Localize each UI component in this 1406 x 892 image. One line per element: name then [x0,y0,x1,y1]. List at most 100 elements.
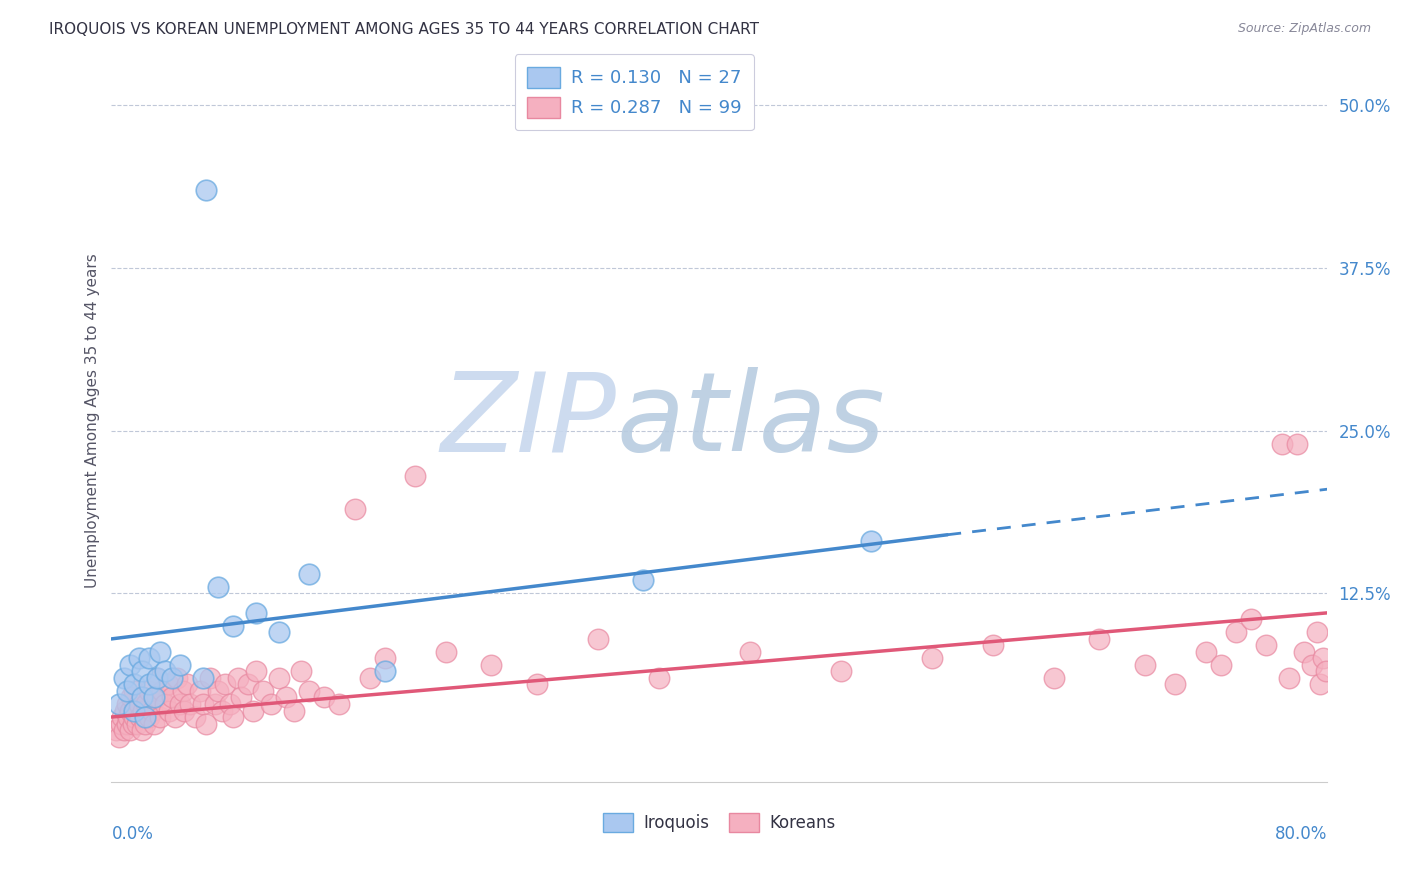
Point [222,710,245,724]
Point [132,704,155,718]
Point [184,710,207,724]
Point [111,710,134,724]
Point [298,684,321,698]
Point [122,684,145,698]
Point [1240,612,1263,626]
Point [121,716,143,731]
Point [129,710,152,724]
Point [260,697,283,711]
Point [128,697,150,711]
Point [359,671,381,685]
Point [157,704,180,718]
Point [150,684,173,698]
Point [207,684,229,698]
Point [245,665,267,679]
Point [122,710,145,724]
Point [146,671,169,685]
Point [134,716,156,731]
Point [122,704,145,718]
Point [222,619,245,633]
Point [131,723,153,737]
Point [1305,625,1327,640]
Point [374,665,396,679]
Point [141,704,163,718]
Point [118,704,141,718]
Point [138,684,160,698]
Point [526,677,548,691]
Point [860,534,883,549]
Point [128,651,150,665]
Point [118,657,141,672]
Point [981,639,1004,653]
Point [160,690,183,705]
Point [138,710,160,724]
Point [738,645,761,659]
Point [110,716,132,731]
Point [169,697,191,711]
Point [267,671,290,685]
Point [267,625,290,640]
Point [586,632,609,646]
Point [404,469,426,483]
Point [238,677,260,691]
Point [160,671,183,685]
Point [211,704,233,718]
Point [1309,677,1331,691]
Point [328,697,350,711]
Point [153,697,176,711]
Point [290,665,312,679]
Point [252,684,274,698]
Point [131,690,153,705]
Point [176,677,198,691]
Point [122,677,145,691]
Point [647,671,669,685]
Point [479,657,502,672]
Point [1088,632,1111,646]
Text: 0.0%: 0.0% [111,825,153,844]
Point [229,690,252,705]
Point [120,690,142,705]
Point [166,671,188,685]
Point [830,665,852,679]
Text: ZIP: ZIP [440,368,616,475]
Point [112,671,135,685]
Point [172,684,194,698]
Point [156,677,179,691]
Point [188,684,211,698]
Point [173,704,195,718]
Point [135,697,157,711]
Point [1315,665,1337,679]
Point [298,566,321,581]
Point [242,704,264,718]
Point [138,677,160,691]
Point [1301,657,1323,672]
Text: IROQUOIS VS KOREAN UNEMPLOYMENT AMONG AGES 35 TO 44 YEARS CORRELATION CHART: IROQUOIS VS KOREAN UNEMPLOYMENT AMONG AG… [49,22,759,37]
Point [191,697,214,711]
Point [1225,625,1247,640]
Point [131,665,153,679]
Point [1271,436,1294,450]
Point [112,723,135,737]
Point [276,690,298,705]
Point [214,677,236,691]
Point [343,501,366,516]
Text: Source: ZipAtlas.com: Source: ZipAtlas.com [1237,22,1371,36]
Point [115,716,138,731]
Y-axis label: Unemployment Among Ages 35 to 44 years: Unemployment Among Ages 35 to 44 years [86,253,100,588]
Point [143,716,166,731]
Point [207,580,229,594]
Point [633,574,655,588]
Text: 80.0%: 80.0% [1275,825,1327,844]
Point [226,671,249,685]
Point [114,704,136,718]
Point [1164,677,1187,691]
Point [117,710,139,724]
Point [245,606,267,620]
Point [1294,645,1316,659]
Point [179,697,201,711]
Point [169,657,191,672]
Point [434,645,457,659]
Point [118,723,141,737]
Point [149,645,172,659]
Point [194,183,217,197]
